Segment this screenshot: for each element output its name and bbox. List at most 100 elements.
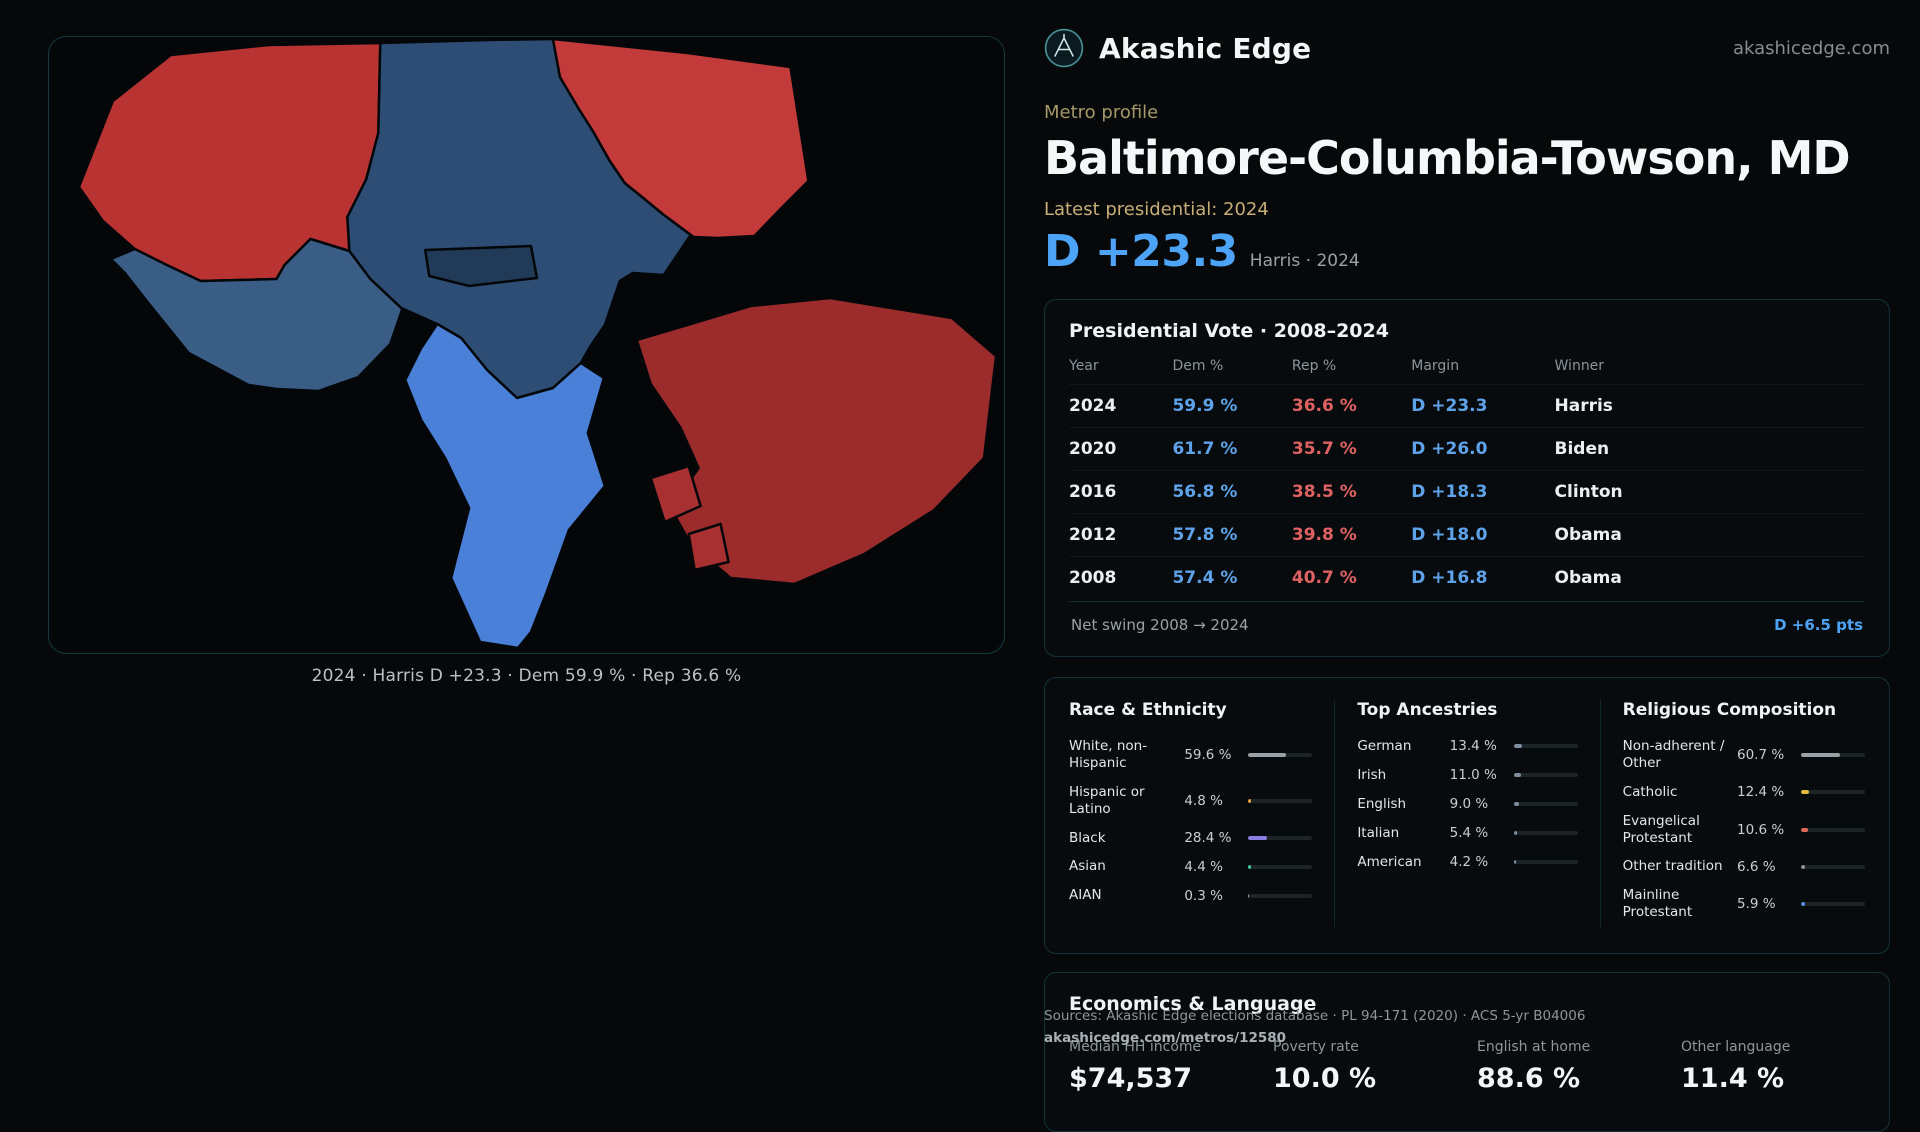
brand-domain-link[interactable]: akashicedge.com <box>1733 38 1890 59</box>
column-header-rep: Rep % <box>1292 350 1411 385</box>
cell-margin: D +16.8 <box>1411 557 1554 600</box>
stat-value: 6.6 % <box>1737 859 1791 875</box>
bar-track <box>1801 865 1865 869</box>
bar-track <box>1248 753 1312 757</box>
stat-label: Catholic <box>1623 784 1727 801</box>
headline-row: D +23.3 Harris · 2024 <box>1044 226 1890 277</box>
race-ethnicity-title: Race & Ethnicity <box>1069 700 1312 720</box>
brand-name: Akashic Edge <box>1099 32 1311 65</box>
stat-label: Other tradition <box>1623 858 1727 875</box>
econ-stat-value: 11.4 % <box>1681 1063 1865 1094</box>
bar-fill <box>1801 790 1809 794</box>
cell-year: 2008 <box>1069 557 1172 600</box>
headline-winner-year: Harris · 2024 <box>1250 251 1360 271</box>
cell-year: 2020 <box>1069 428 1172 471</box>
stat-row: Asian 4.4 % <box>1069 852 1312 881</box>
column-header-dem: Dem % <box>1172 350 1291 385</box>
presidential-title: Presidential Vote · 2008–2024 <box>1069 320 1865 342</box>
economics-card: Economics & Language Median HH income$74… <box>1044 972 1890 1132</box>
stat-row: AIAN 0.3 % <box>1069 881 1312 910</box>
stat-value: 12.4 % <box>1737 784 1791 800</box>
stat-row: Catholic 12.4 % <box>1623 778 1865 807</box>
bar-fill <box>1514 744 1523 748</box>
column-header-margin: Margin <box>1411 350 1554 385</box>
bar-track <box>1514 744 1578 748</box>
map-region[interactable] <box>425 246 537 286</box>
stat-label: English <box>1357 796 1439 813</box>
bar-fill <box>1248 836 1266 840</box>
stat-value: 13.4 % <box>1450 738 1504 754</box>
metro-map <box>49 37 1004 653</box>
column-header-winner: Winner <box>1555 350 1865 385</box>
presidential-table-header: Year Dem % Rep % Margin Winner <box>1069 350 1865 385</box>
bar-track <box>1248 799 1312 803</box>
cell-rep-pct: 35.7 % <box>1292 428 1411 471</box>
stat-value: 11.0 % <box>1450 767 1504 783</box>
net-swing-row: Net swing 2008 → 2024 D +6.5 pts <box>1069 601 1865 646</box>
stat-value: 4.2 % <box>1450 854 1504 870</box>
stat-label: AIAN <box>1069 887 1174 904</box>
latest-presidential-label: Latest presidential: 2024 <box>1044 199 1890 220</box>
bar-track <box>1801 790 1865 794</box>
econ-stat-value: $74,537 <box>1069 1063 1253 1094</box>
bar-fill <box>1248 799 1251 803</box>
econ-stat-value: 88.6 % <box>1477 1063 1661 1094</box>
permalink-line[interactable]: akashicedge.com/metros/12580 <box>1044 1030 1890 1046</box>
top-ancestries-title: Top Ancestries <box>1357 700 1577 720</box>
bar-track <box>1248 894 1312 898</box>
cell-winner: Harris <box>1555 385 1865 428</box>
cell-year: 2012 <box>1069 514 1172 557</box>
stat-value: 4.4 % <box>1184 859 1238 875</box>
econ-stat: Median HH income$74,537 <box>1069 1039 1253 1094</box>
net-swing-value: D +6.5 pts <box>1774 616 1863 634</box>
bar-fill <box>1801 902 1805 906</box>
stat-row: Other tradition 6.6 % <box>1623 852 1865 881</box>
cell-winner: Biden <box>1555 428 1865 471</box>
cell-rep-pct: 36.6 % <box>1292 385 1411 428</box>
bar-fill <box>1514 773 1521 777</box>
cell-rep-pct: 40.7 % <box>1292 557 1411 600</box>
cell-margin: D +18.0 <box>1411 514 1554 557</box>
stat-label: Mainline Protestant <box>1623 887 1727 921</box>
cell-year: 2016 <box>1069 471 1172 514</box>
map-region[interactable] <box>689 524 729 570</box>
stat-value: 0.3 % <box>1184 888 1238 904</box>
stat-label: Asian <box>1069 858 1174 875</box>
metro-profile-panel: Akashic Edge akashicedge.com Metro profi… <box>1044 0 1890 1132</box>
cell-dem-pct: 59.9 % <box>1172 385 1291 428</box>
net-swing-label: Net swing 2008 → 2024 <box>1071 616 1249 634</box>
stat-value: 5.4 % <box>1450 825 1504 841</box>
presidential-card: Presidential Vote · 2008–2024 Year Dem %… <box>1044 299 1890 657</box>
cell-margin: D +26.0 <box>1411 428 1554 471</box>
econ-stat-value: 10.0 % <box>1273 1063 1457 1094</box>
cell-rep-pct: 38.5 % <box>1292 471 1411 514</box>
cell-margin: D +23.3 <box>1411 385 1554 428</box>
cell-dem-pct: 57.4 % <box>1172 557 1291 600</box>
stat-value: 10.6 % <box>1737 822 1791 838</box>
bar-track <box>1801 828 1865 832</box>
stat-label: White, non-Hispanic <box>1069 738 1174 772</box>
cell-winner: Obama <box>1555 514 1865 557</box>
cell-dem-pct: 56.8 % <box>1172 471 1291 514</box>
bar-track <box>1801 902 1865 906</box>
bar-fill <box>1801 828 1808 832</box>
